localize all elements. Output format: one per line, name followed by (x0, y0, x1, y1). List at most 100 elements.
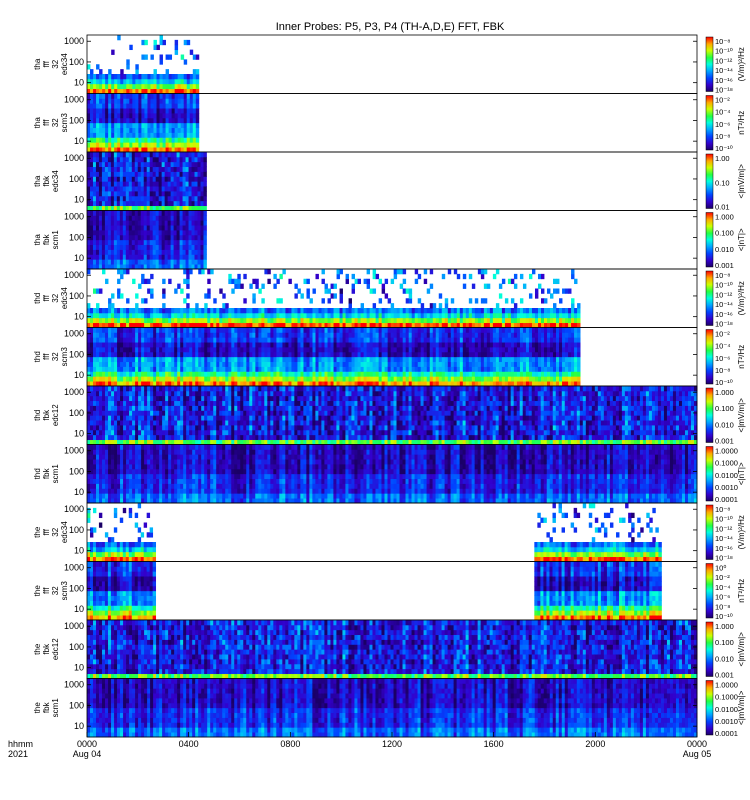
spectrogram-cell (234, 381, 238, 387)
spectrogram-cell (219, 317, 223, 324)
spectrogram-cell (168, 54, 173, 60)
spectrogram-cell (114, 400, 118, 406)
spectrogram-cell (465, 351, 470, 358)
spectrogram-cell (117, 434, 121, 441)
spectrogram-cell (378, 376, 383, 382)
spectrogram-cell (117, 312, 121, 319)
spectrogram-cell (185, 234, 189, 241)
spectrogram-cell (204, 351, 208, 358)
spectrogram-cell (390, 342, 395, 348)
spectrogram-cell (438, 303, 443, 309)
spectrogram-cell (156, 405, 160, 411)
spectrogram-cell (541, 308, 545, 314)
spectrogram-cell (318, 342, 322, 348)
spectrogram-cell (182, 244, 186, 250)
spectrogram-cell (93, 342, 97, 348)
spectrogram-cell (345, 356, 349, 363)
spectrogram-cell (186, 74, 191, 80)
spectrogram-cell (556, 317, 560, 324)
spectrogram-cell (116, 200, 121, 207)
spectrogram-cell (116, 239, 121, 246)
spectrogram-cell (113, 186, 118, 192)
spectrogram-cell (321, 347, 325, 353)
spectrogram-cell (128, 249, 133, 255)
spectrogram-cell (474, 322, 479, 328)
spectrogram-cell (237, 366, 241, 372)
spectrogram-cell (408, 312, 413, 319)
spectrogram-cell (87, 147, 91, 153)
spectrogram-cell (216, 371, 220, 377)
spectrogram-cell (468, 332, 473, 338)
spectrogram-cell (366, 308, 371, 314)
spectrogram-cell (126, 308, 130, 314)
spectrogram-cell (513, 337, 518, 343)
spectrogram-cell (153, 347, 157, 353)
spectrogram-cell (381, 361, 386, 367)
spectrogram-cell (183, 322, 187, 328)
spectrogram-cell (120, 390, 124, 397)
spectrogram-cell (360, 332, 365, 338)
spectrogram-cell (146, 249, 151, 255)
colorbar-title: nT²/Hz (737, 111, 746, 135)
spectrogram-cell (510, 298, 515, 304)
spectrogram-cell (522, 322, 527, 328)
spectrogram-cell (131, 205, 136, 211)
spectrogram-cell (182, 254, 186, 260)
spectrogram-cell (146, 234, 151, 241)
spectrogram-cell (156, 410, 160, 416)
spectrogram-cell (168, 390, 172, 397)
spectrogram-cell (110, 244, 115, 250)
spectrogram-cell (288, 337, 292, 343)
spectrogram-cell (378, 312, 383, 319)
spectrogram-cell (140, 181, 145, 187)
spectrogram-cell (98, 186, 103, 192)
spectrogram-cell (90, 93, 94, 99)
spectrogram-cell (261, 337, 265, 343)
spectrogram-cell (161, 264, 166, 270)
spectrogram-cell (126, 113, 130, 119)
spectrogram-cell (105, 312, 109, 319)
spectrogram-cell (541, 361, 545, 367)
spectrogram-cell (131, 191, 136, 197)
spectrogram-cell (553, 361, 557, 367)
spectrogram-cell (192, 137, 197, 143)
spectrogram-cell (168, 395, 172, 402)
spectrogram-cell (101, 254, 106, 260)
spectrogram-cell (176, 215, 180, 221)
spectrogram-cell (565, 337, 569, 343)
spectrogram-cell (189, 337, 193, 343)
spectrogram-cell (426, 356, 431, 363)
spectrogram-cell (147, 88, 151, 94)
spectrogram-cell (562, 356, 566, 363)
spectrogram-cell (324, 356, 328, 363)
spectrogram-cell (525, 332, 530, 338)
spectrogram-cell (158, 264, 163, 270)
spectrogram-cell (525, 312, 530, 319)
spectrogram-cell (120, 312, 124, 319)
spectrogram-cell (387, 337, 392, 343)
spectrogram-cell (101, 156, 106, 163)
spectrogram-cell (213, 371, 217, 377)
spectrogram-cell (141, 429, 145, 436)
spectrogram-cell (222, 303, 226, 309)
spectrogram-cell (87, 376, 91, 382)
spectrogram-cell (453, 327, 458, 333)
spectrogram-cell (375, 371, 380, 377)
spectrogram-cell (194, 225, 198, 231)
spectrogram-cell (126, 317, 130, 324)
spectrogram-cell (225, 317, 229, 324)
spectrogram-cell (108, 137, 112, 143)
spectrogram-cell (93, 78, 97, 85)
spectrogram-cell (309, 298, 313, 304)
spectrogram-cell (194, 264, 198, 270)
spectrogram-cell (559, 342, 563, 348)
spectrogram-cell (129, 93, 133, 99)
spectrogram-cell (405, 332, 410, 338)
spectrogram-cell (513, 351, 518, 358)
spectrogram-cell (192, 54, 197, 60)
spectrogram-cell (246, 347, 250, 353)
spectrogram-cell (297, 337, 301, 343)
spectrogram-cell (562, 288, 566, 294)
spectrogram-cell (150, 142, 154, 148)
spectrogram-cell (165, 415, 169, 421)
